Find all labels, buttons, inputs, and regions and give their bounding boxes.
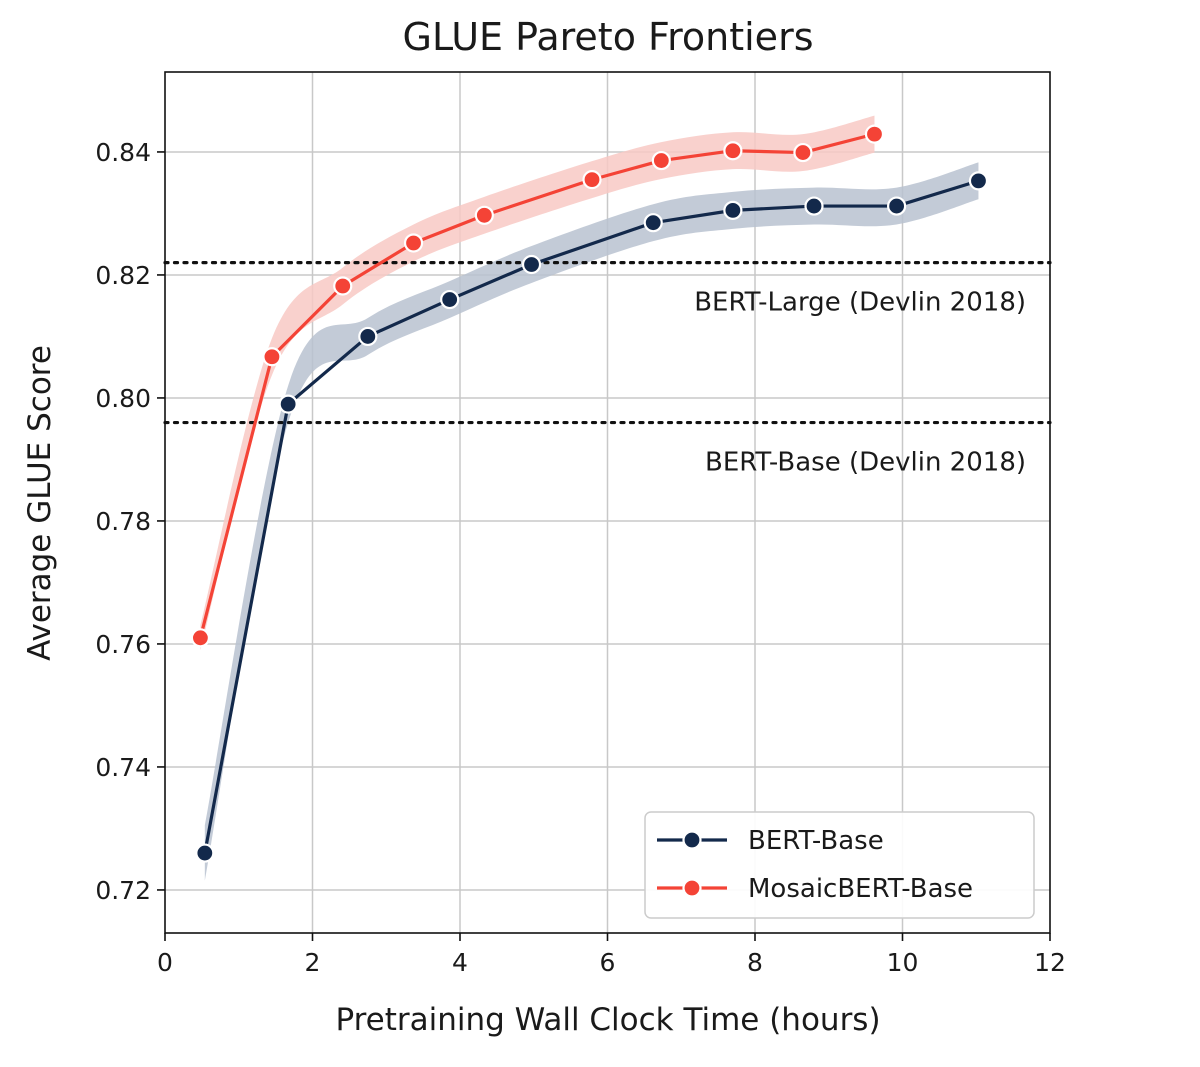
y-tick-label: 0.74 bbox=[95, 753, 151, 782]
legend-marker bbox=[682, 878, 702, 898]
band-layer bbox=[200, 115, 979, 881]
data-point bbox=[793, 142, 813, 163]
reference-label: BERT-Large (Devlin 2018) bbox=[694, 288, 1026, 318]
data-point bbox=[968, 171, 989, 191]
data-point bbox=[262, 347, 282, 367]
data-point bbox=[804, 196, 824, 216]
chart-title: GLUE Pareto Frontiers bbox=[403, 15, 814, 59]
data-point bbox=[723, 200, 743, 220]
data-point bbox=[190, 628, 210, 648]
data-point bbox=[723, 141, 743, 161]
y-tick-label: 0.80 bbox=[95, 384, 151, 413]
y-axis-label: Average GLUE Score bbox=[22, 345, 58, 661]
data-point bbox=[864, 124, 885, 144]
data-point bbox=[195, 843, 215, 863]
series-line-0 bbox=[203, 179, 979, 854]
plot-frame bbox=[164, 71, 1051, 934]
series-line-1 bbox=[198, 132, 875, 639]
axes-layer: 0 2 4 6 8 10 12 0.72 0.74 0.76 0.78 0.80 0.82 0.84 bbox=[95, 71, 1066, 977]
data-point bbox=[333, 276, 353, 296]
x-tick-label: 8 bbox=[747, 948, 763, 977]
x-tick-label: 2 bbox=[305, 948, 321, 977]
y-tick-label: 0.76 bbox=[95, 630, 151, 659]
y-tick-label: 0.84 bbox=[95, 138, 151, 167]
y-tick-label: 0.82 bbox=[95, 261, 151, 290]
confidence-band-1 bbox=[200, 115, 875, 651]
data-point bbox=[651, 150, 671, 171]
x-axis-label: Pretraining Wall Clock Time (hours) bbox=[335, 1002, 880, 1038]
reference-lines: BERT-Large (Devlin 2018) BERT-Base (Devli… bbox=[163, 261, 1052, 478]
data-point bbox=[278, 394, 298, 414]
x-tick-label: 0 bbox=[157, 948, 173, 977]
data-point bbox=[886, 196, 907, 216]
data-point bbox=[643, 213, 663, 233]
data-point bbox=[403, 233, 424, 253]
data-point bbox=[474, 205, 494, 225]
reference-label: BERT-Base (Devlin 2018) bbox=[705, 448, 1026, 478]
x-tick-label: 10 bbox=[887, 948, 919, 977]
legend-label: BERT-Base bbox=[748, 826, 884, 856]
legend-marker bbox=[682, 830, 702, 850]
series-layer bbox=[190, 124, 989, 863]
data-point bbox=[358, 326, 378, 347]
legend-label: MosaicBERT-Base bbox=[748, 874, 973, 904]
x-tick-label: 4 bbox=[452, 948, 468, 977]
x-tick-label: 12 bbox=[1034, 948, 1066, 977]
y-tick-label: 0.78 bbox=[95, 507, 151, 536]
data-point bbox=[440, 289, 460, 310]
data-point bbox=[582, 170, 602, 190]
legend-box bbox=[644, 811, 1035, 919]
x-tick-label: 6 bbox=[600, 948, 616, 977]
legend: BERT-Base MosaicBERT-Base bbox=[644, 811, 1035, 919]
y-tick-label: 0.72 bbox=[95, 876, 151, 905]
data-point bbox=[521, 254, 542, 275]
